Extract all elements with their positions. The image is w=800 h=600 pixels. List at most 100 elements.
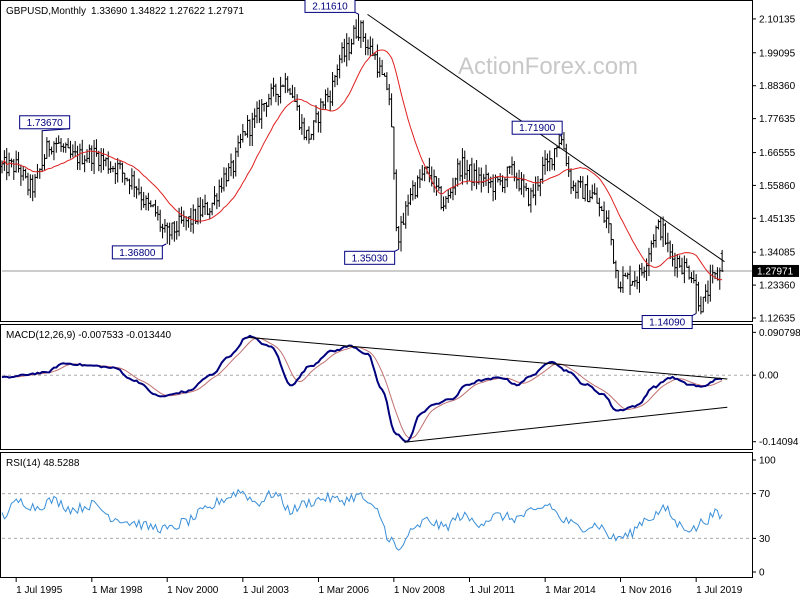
rsi-panel-frame: [0, 452, 753, 578]
x-tick-label: 1 Jul 1995: [16, 585, 63, 596]
ohlc-bar: [442, 196, 446, 212]
ohlc-bar: [449, 187, 453, 199]
ohlc-bar: [272, 77, 276, 97]
annotation-label: 1.35030: [352, 253, 389, 264]
ohlc-bar: [654, 225, 658, 248]
ohlc-bar: [451, 177, 455, 201]
ohlc-bar: [144, 195, 148, 211]
ohlc-bar: [300, 114, 304, 135]
ohlc-bar: [94, 139, 98, 157]
ohlc-bar: [305, 129, 309, 141]
annotation-box: [111, 245, 163, 260]
ohlc-bar: [534, 176, 538, 206]
ohlc-bar: [586, 175, 590, 203]
annotation-label: 1.36800: [119, 248, 156, 259]
price-tick-label: 1.99095: [759, 48, 796, 59]
macd-trendline: [248, 336, 728, 380]
ohlc-text: 1.33690 1.34822 1.27622 1.27971: [91, 6, 244, 17]
ohlc-bar: [50, 146, 54, 155]
ohlc-bar: [689, 272, 693, 283]
ohlc-bar: [14, 150, 18, 173]
ohlc-bar: [241, 123, 245, 143]
ohlc-bar: [276, 93, 280, 106]
x-tick-label: 1 Nov 2008: [394, 585, 446, 596]
annotation-label: 1.73670: [27, 118, 64, 129]
ohlc-bar: [220, 177, 224, 193]
ohlc-bar: [262, 102, 266, 112]
ohlc-bar: [694, 274, 698, 314]
ohlc-bar: [92, 139, 96, 175]
ohlc-bar: [642, 266, 646, 278]
ohlc-bar: [19, 164, 23, 186]
ohlc-bar: [153, 199, 157, 217]
price-title-text: GBPUSD,Monthly: [6, 6, 86, 17]
ohlc-bar: [541, 156, 545, 184]
x-tick-label: 1 Jul 2019: [696, 585, 743, 596]
ohlc-bar: [28, 174, 32, 199]
x-tick-label: 1 Jul 2011: [470, 585, 516, 596]
macd-signal-line: [1, 337, 723, 439]
ohlc-bar: [83, 155, 87, 173]
ohlc-bar: [517, 169, 521, 192]
ohlc-bar: [439, 185, 443, 210]
ohlc-bar: [529, 187, 533, 213]
ohlc-bar: [380, 59, 384, 76]
ohlc-bar: [588, 190, 592, 203]
ohlc-bar: [248, 119, 252, 147]
x-tick-label: 1 Mar 2006: [318, 585, 369, 596]
ohlc-bar: [498, 173, 502, 186]
price-plot: 1.27971 2.11610 1.73670 1.36800 1.35030 1.719…: [0, 0, 799, 330]
ohlc-bar: [338, 54, 342, 79]
ohlc-bar: [109, 161, 113, 173]
macd-trendline: [404, 406, 728, 443]
ohlc-bar: [54, 137, 58, 153]
macd-tick-label: 0.090798: [759, 328, 800, 339]
ohlc-bar: [609, 223, 613, 246]
ohlc-bar: [87, 144, 91, 164]
ohlc-bar: [569, 168, 573, 195]
ohlc-bar: [128, 178, 131, 195]
ohlc-bar: [345, 33, 349, 67]
ohlc-bar: [12, 158, 16, 180]
ohlc-bar: [354, 19, 358, 39]
ohlc-bar: [203, 194, 207, 215]
ohlc-bar: [401, 212, 405, 225]
ohlc-bar: [118, 160, 122, 170]
ohlc-bar: [357, 14, 361, 41]
ohlc-bar: [656, 219, 660, 230]
ohlc-bar: [616, 269, 620, 289]
ohlc-bar: [47, 140, 51, 157]
annotation-label: 2.11610: [312, 1, 348, 12]
ohlc-bar: [71, 144, 75, 158]
resistance-trendline: [367, 13, 725, 263]
ohlc-bar: [458, 160, 462, 182]
ohlc-bar: [274, 83, 278, 103]
price-tick-label: 2.10135: [759, 14, 796, 25]
ohlc-bar: [385, 72, 389, 91]
ohlc-bar: [416, 175, 420, 198]
ohlc-bar: [633, 271, 637, 287]
current-price-box: [753, 264, 799, 277]
price-tick-label: 1.45135: [759, 214, 796, 225]
ohlc-bar: [331, 71, 335, 106]
ohlc-bar: [246, 115, 250, 138]
price-title: GBPUSD,Monthly 1.33690 1.34822 1.27622 1.…: [6, 6, 244, 17]
ohlc-bar: [302, 117, 306, 140]
ohlc-bar: [515, 172, 519, 189]
rsi-plot: [1, 488, 752, 551]
ohlc-bar: [510, 156, 514, 176]
ohlc-bar: [224, 167, 228, 187]
ohlc-bar: [378, 57, 382, 78]
ohlc-bar: [711, 264, 715, 284]
ohlc-bar: [172, 221, 176, 242]
ohlc-bar: [668, 240, 672, 260]
ohlc-bar: [97, 150, 101, 172]
ohlc-bar: [548, 150, 552, 172]
ohlc-bar: [227, 163, 231, 182]
price-tick-label: 1.66555: [759, 148, 796, 159]
ohlc-bar: [170, 222, 174, 240]
ohlc-bar: [590, 184, 594, 200]
ohlc-bar: [191, 204, 195, 234]
ohlc-bar: [335, 64, 339, 86]
ohlc-bar: [682, 255, 686, 284]
